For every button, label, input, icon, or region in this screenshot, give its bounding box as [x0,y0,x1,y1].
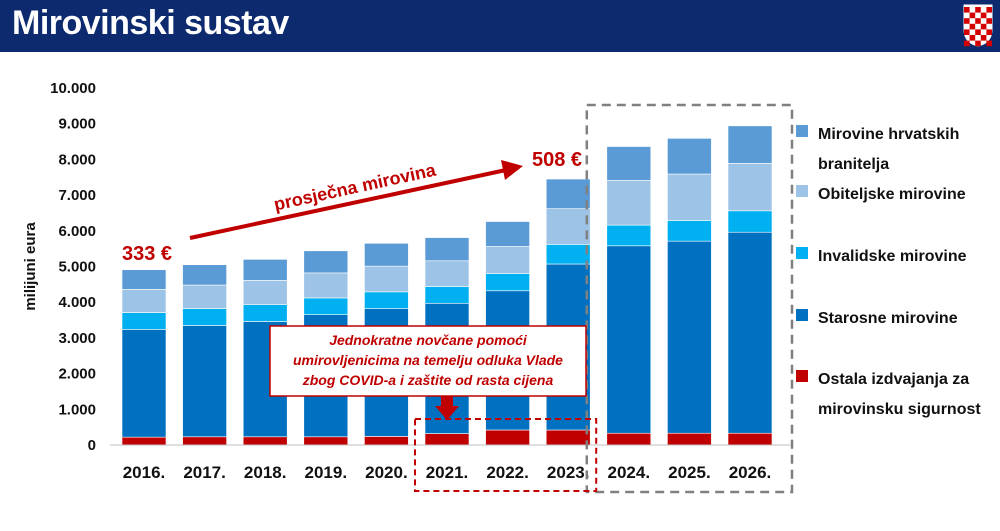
bar-segment [303,297,349,315]
bar-segment [121,269,167,290]
covid-note-line: umirovljenicima na temelju odluka Vlade [293,352,563,368]
bar-segment [424,433,470,446]
x-tick-label: 2023. [547,463,590,482]
bar-segment [182,264,227,286]
bar-segment [121,436,167,446]
bar-segment [121,329,167,438]
bar-segment [182,308,227,326]
bar-segment [667,173,712,221]
y-tick-label: 10.000 [50,80,96,97]
bar-segment [485,246,530,274]
bar-segment [606,180,652,226]
bar-segment [667,240,712,434]
bar-segment [545,178,591,209]
x-tick-label: 2026. [729,463,772,482]
covid-note-line: Jednokratne novčane pomoći [329,332,528,348]
bar-segment [182,436,227,446]
start-value-label: 333 € [122,243,172,265]
trend-label: prosječna mirovina [272,160,438,215]
croatian-coat-of-arms-icon [963,4,993,47]
legend-swatch [796,247,808,259]
bar-segment [606,146,652,181]
bar-segment [242,259,288,281]
x-tick-label: 2025. [668,463,711,482]
legend-label: Invalidske mirovine [818,248,967,265]
y-tick-label: 7.000 [58,187,96,204]
bar-segment [242,280,288,305]
bar-segment [667,220,712,242]
bar-segment [606,245,652,434]
covid-note-box [269,325,587,397]
y-tick-label: 8.000 [58,151,96,168]
bar-segment [424,286,470,304]
x-tick-label: 2018. [244,463,287,482]
covid-note-line: zbog COVID-a i zaštite od rasta cijena [302,372,554,388]
end-value-label: 508 € [532,149,582,171]
bar-segment [121,289,167,313]
bar-segment [364,242,409,267]
x-tick-label: 2022. [486,463,529,482]
legend-label: Obiteljske mirovine [818,186,966,203]
x-tick-label: 2017. [183,463,226,482]
bar-segment [727,432,773,446]
legend-label: Starosne mirovine [818,310,958,327]
x-tick-label: 2020. [365,463,408,482]
bar-segment [121,312,167,330]
trend-arrowhead-icon [501,160,523,180]
bar-segment [182,284,227,309]
y-tick-label: 9.000 [58,116,96,133]
y-tick-label: 5.000 [58,259,96,276]
bar-segment [727,231,773,434]
legend-swatch [796,185,808,197]
bar-segment [727,210,773,233]
bar-segment [727,163,773,212]
bar-segment [545,244,591,265]
x-tick-label: 2024. [608,463,651,482]
bar-segment [667,138,712,175]
bar-segment [606,224,652,247]
trend-arrow-line [189,168,507,240]
bar-segment [424,237,470,262]
bar-segment [364,291,409,309]
bar-segment [485,221,530,247]
bar-segment [424,260,470,287]
y-axis-label: milijuni eura [22,222,39,311]
bar-segment [667,432,712,446]
x-tick-label: 2019. [305,463,348,482]
bar-segment [485,429,530,446]
y-tick-label: 4.000 [58,294,96,311]
legend-swatch [796,370,808,382]
bar-segment [303,272,349,299]
bar-segment [485,273,530,292]
bar-segment [303,250,349,274]
bar-segment [364,436,409,446]
legend-label: Mirovine hrvatskih branitelja [818,126,960,173]
title-bar: Mirovinski sustav [0,0,1000,52]
legend-swatch [796,125,808,137]
x-tick-label: 2021. [426,463,469,482]
x-tick-label: 2016. [123,463,166,482]
legend-swatch [796,309,808,321]
bar-segment [242,304,288,322]
down-arrow-icon [435,396,459,420]
page-title: Mirovinski sustav [12,4,289,42]
y-tick-label: 0 [88,437,96,454]
bar-segment [545,208,591,245]
legend-label: Ostala izdvajanja za mirovinsku sigurnos… [818,371,981,418]
y-tick-label: 3.000 [58,330,96,347]
y-tick-label: 6.000 [58,223,96,240]
bar-segment [303,436,349,446]
pension-chart: 0 1.000 2.000 3.000 4.000 5.000 6.000 7.000 8.00… [22,80,794,494]
projection-dashed-box [585,103,794,494]
bar-segment [364,265,409,293]
bar-segment [727,125,773,164]
y-tick-label: 2.000 [58,366,96,383]
bar-segment [545,429,591,446]
bar-segment [182,325,227,438]
bar-segment [242,436,288,446]
bar-segment [606,432,652,446]
y-tick-label: 1.000 [58,401,96,418]
covid-highlight-box [414,418,598,492]
